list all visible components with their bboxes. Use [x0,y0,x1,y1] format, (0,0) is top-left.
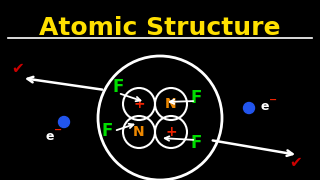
Text: −: − [54,125,62,135]
Circle shape [59,116,69,127]
Text: +: + [133,97,145,111]
Text: F: F [112,78,124,96]
Text: e: e [46,129,54,143]
Text: +: + [165,125,177,139]
Text: ✔: ✔ [12,60,24,75]
Text: e: e [261,100,269,112]
Text: −: − [269,95,277,105]
Text: ✔: ✔ [290,154,302,170]
Text: F: F [190,134,202,152]
Text: F: F [101,122,113,140]
Text: Atomic Structure: Atomic Structure [39,16,281,40]
Circle shape [244,102,254,114]
Text: N: N [165,97,177,111]
Text: F: F [190,89,202,107]
Text: N: N [133,125,145,139]
